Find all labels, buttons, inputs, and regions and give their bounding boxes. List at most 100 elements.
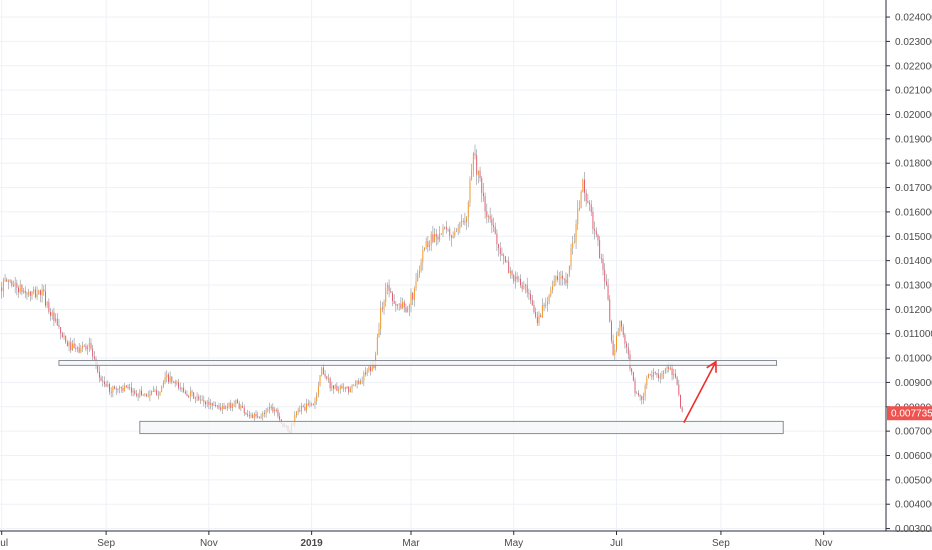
candle-body [466,217,468,223]
x-tick-label: Nov [200,538,218,549]
candle-body [231,404,233,409]
candle-body [162,382,164,387]
candle-body [178,382,180,388]
candle-body [306,403,308,411]
candle-body [376,336,378,356]
candle-body [412,292,414,300]
candle-body [149,394,151,396]
candle-body [388,285,390,291]
candle-body [604,270,606,282]
candle-body [634,380,636,394]
candle-body [267,409,269,411]
arrow-shaft[interactable] [683,361,717,423]
candle-body [77,347,78,349]
candle-body [456,230,457,232]
candle-body [450,235,452,238]
candle-body [627,347,629,355]
candle-body [203,400,205,402]
candle-body [664,368,666,372]
candle-body [366,370,368,375]
candle-body [578,208,580,210]
candle-body [344,387,346,389]
candle-body [642,396,644,400]
candle-body [50,311,51,316]
candle-body [98,371,100,378]
candle-body [434,233,436,243]
horizontal-zones[interactable] [58,359,784,435]
candle-body [498,244,500,249]
y-tick-label: 0.011000 [895,329,932,340]
support-zone[interactable] [139,420,784,435]
candle-body [422,249,424,263]
candle-body [508,261,510,274]
x-tick-label: Jul [610,538,623,549]
candle-body [663,371,665,374]
annotation-arrow[interactable] [683,360,717,423]
candle-body [233,404,235,406]
arrow-head[interactable] [706,360,717,373]
candle-body [270,406,272,408]
candle-body [462,220,464,222]
candle-body [353,385,355,387]
candle-body [585,192,587,202]
candle-body [666,367,668,369]
candle-body [619,321,621,332]
candle-body [159,391,161,396]
candle-body [649,374,651,376]
candle-body [279,416,281,420]
candle-body [651,375,653,377]
candle-body [167,374,169,383]
candle-body [420,262,422,272]
candle-body [235,399,237,405]
candle-body [536,316,538,324]
candle-body [105,384,107,387]
candle-body [314,400,316,405]
candle-body [139,390,141,397]
candle-body [543,305,545,307]
candle-body [560,275,562,279]
candle-body [243,407,245,413]
candle-body [614,350,616,356]
candle-body [166,374,168,378]
candle-body [572,242,574,249]
candle-body [31,291,33,296]
candle-body [528,292,530,294]
resistance-zone[interactable] [58,359,778,366]
candle-body [644,385,646,397]
candle-body [309,403,311,405]
candle-body [302,405,304,407]
candle-body [461,220,462,223]
candle-body [472,153,474,171]
candle-body [358,380,360,385]
candle-body [452,235,454,238]
candle-body [78,347,80,353]
candle-body [23,290,25,293]
candle-body [329,378,331,389]
candle-body [641,395,643,400]
candle-body [636,392,638,394]
candle-body [215,404,217,406]
candle-body [65,336,67,343]
candle-body [250,414,252,417]
candle-body [646,378,648,386]
candle-body [339,386,341,390]
candle-body [213,404,215,406]
candle-body [442,227,444,234]
candle-body [173,381,174,383]
candle-body [360,380,361,385]
candle-body [540,315,542,318]
candle-body [648,374,649,379]
candle-body [93,356,95,360]
candle-body [134,390,136,394]
candle-body [386,285,388,288]
candle-body [205,401,206,405]
candle-body [208,401,210,405]
candle-body [621,321,623,327]
candle-body [437,236,439,240]
